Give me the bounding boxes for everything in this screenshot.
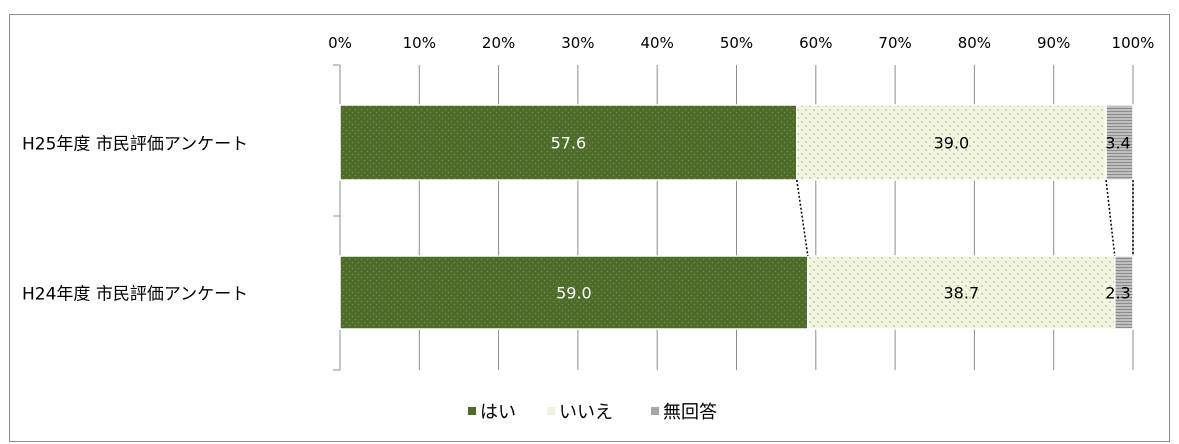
x-tick-label: 100% <box>1112 34 1155 52</box>
data-labels: 57.6 39.0 3.4 59.0 38.7 2.3 <box>551 134 1131 303</box>
legend-swatch <box>547 407 555 415</box>
legend-swatch <box>468 407 476 415</box>
bar-segment <box>1114 255 1134 330</box>
x-tick-label: 70% <box>878 34 911 52</box>
series-line <box>796 179 809 257</box>
x-tick-label: 80% <box>958 34 991 52</box>
data-label: 39.0 <box>934 134 970 153</box>
x-tick-label: 90% <box>1037 34 1070 52</box>
category-label: H25年度 市民評価アンケート <box>22 135 248 155</box>
x-tick-label: 40% <box>641 34 674 52</box>
legend-label: いいえ <box>559 402 613 423</box>
data-label: 38.7 <box>944 284 980 303</box>
x-tick-label: 50% <box>720 34 753 52</box>
x-tick-label: 0% <box>328 34 352 52</box>
data-label: 2.3 <box>1105 284 1130 303</box>
category-labels: H25年度 市民評価アンケート H24年度 市民評価アンケート <box>22 135 248 305</box>
series-line <box>1105 179 1116 257</box>
x-tick-label: 20% <box>482 34 515 52</box>
data-label: 59.0 <box>556 284 592 303</box>
bars <box>339 104 1134 330</box>
bar-segment <box>796 104 1107 181</box>
x-tick-label: 30% <box>561 34 594 52</box>
bar-segment <box>807 255 1116 330</box>
legend-label: 無回答 <box>663 402 717 423</box>
x-tick-label: 60% <box>799 34 832 52</box>
bar-segment <box>1105 104 1134 181</box>
legend-swatch <box>651 407 659 415</box>
x-tick-label: 10% <box>403 34 436 52</box>
data-label: 3.4 <box>1105 134 1130 153</box>
category-label: H24年度 市民評価アンケート <box>22 285 248 305</box>
series-lines <box>796 179 1134 257</box>
bar-segment <box>339 255 809 330</box>
data-label: 57.6 <box>551 134 587 153</box>
chart-frame <box>9 14 1170 442</box>
legend-label: はい <box>480 402 516 423</box>
x-axis-tick-labels: 0% 10% 20% 30% 40% 50% 60% 70% 80% 90% 100% <box>328 34 1154 52</box>
legend: はい いいえ 無回答 <box>468 402 717 423</box>
